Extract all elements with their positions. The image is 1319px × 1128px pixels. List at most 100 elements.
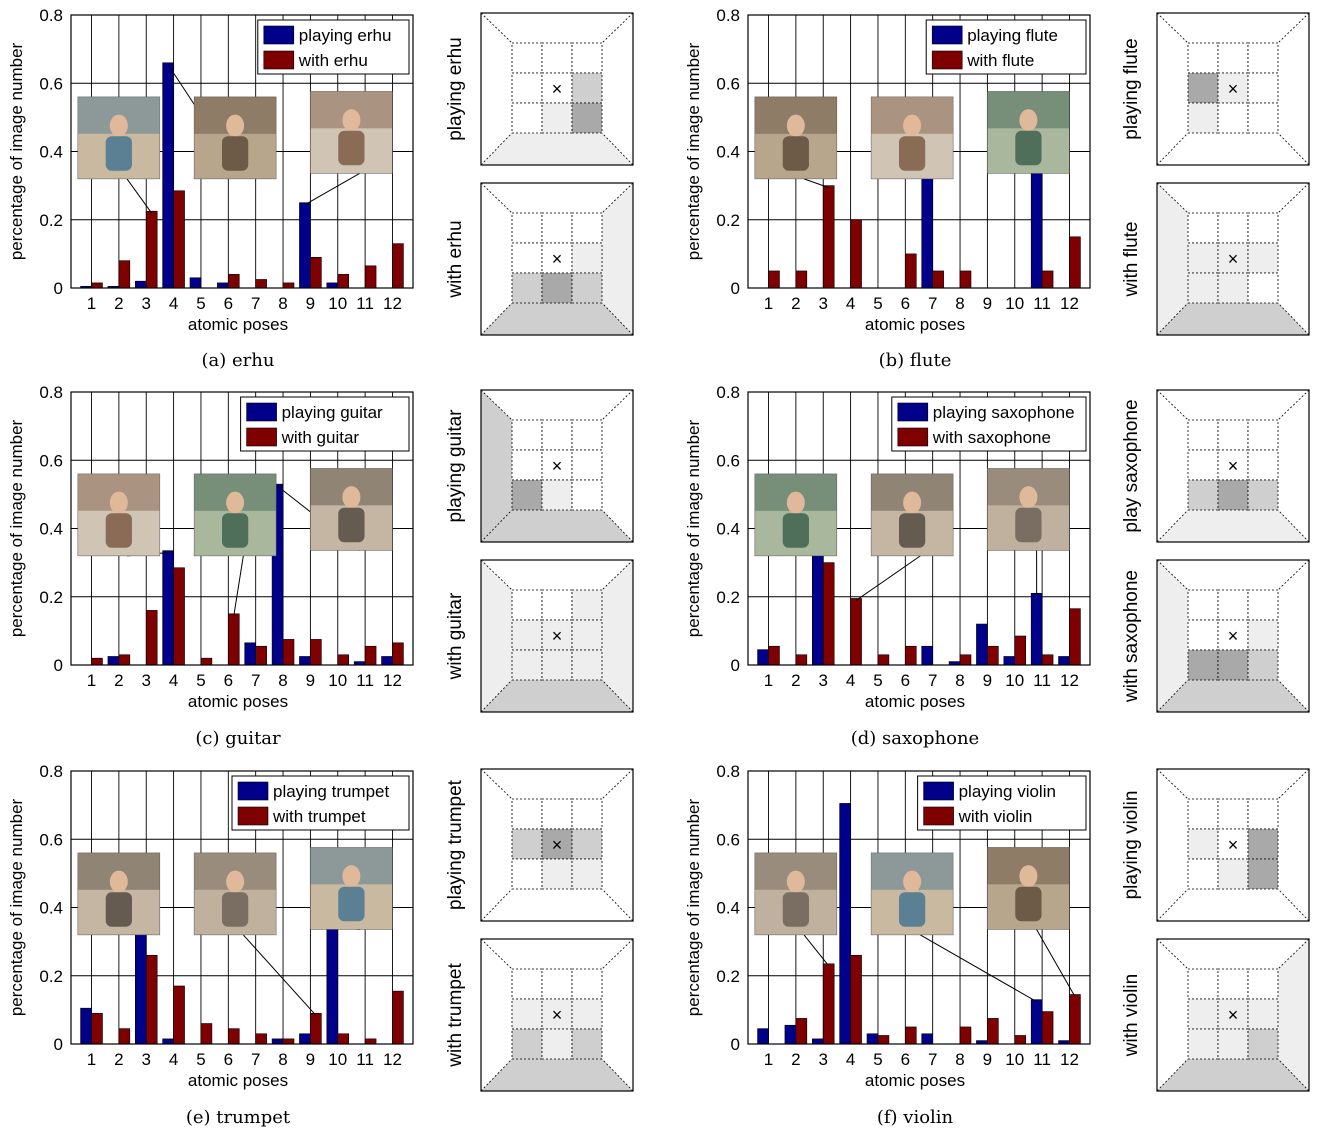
grid-cell — [511, 272, 543, 304]
grid-cell — [1187, 649, 1219, 681]
y-tick-label: 0.2 — [39, 588, 63, 607]
leader-line — [242, 934, 317, 1016]
x-tick-label: 4 — [169, 671, 178, 690]
bar-playing-9 — [976, 623, 988, 666]
legend-label: with saxophone — [932, 428, 1051, 447]
bar-with-7 — [255, 279, 267, 289]
grid-cell — [1247, 419, 1279, 451]
grid-cell — [1217, 1028, 1249, 1060]
center-marker: × — [552, 626, 563, 646]
legend-swatch — [923, 806, 954, 826]
pose-grid-with: × with violin — [1121, 938, 1310, 1092]
bar-with-6 — [905, 253, 917, 289]
axes-box — [70, 770, 414, 1045]
photo-person-head — [109, 114, 128, 137]
grid-cell — [1217, 242, 1249, 274]
photo-thumbnails — [77, 847, 393, 1016]
photo-person-head — [109, 491, 128, 514]
bar-with-6 — [905, 1026, 917, 1045]
grid-cell — [1247, 998, 1279, 1030]
grid-cell — [571, 102, 603, 134]
grid-cell — [511, 649, 543, 681]
bar-with-12 — [1069, 608, 1081, 666]
grid-cell — [541, 72, 573, 104]
grid-cell — [1247, 272, 1279, 304]
grid-cell — [511, 589, 543, 621]
grid-cell — [511, 102, 543, 134]
legend-swatch — [931, 50, 963, 70]
bar-with-11 — [364, 1038, 377, 1045]
y-tick-label: 0.4 — [716, 143, 740, 162]
legend: playing erhu with erhu — [257, 19, 410, 75]
photo-person-head — [786, 491, 805, 514]
bar-with-4 — [173, 985, 185, 1045]
grid-frame — [480, 182, 634, 336]
grid-cell — [1247, 649, 1279, 681]
x-tick-label: 6 — [901, 671, 910, 690]
x-tick-label: 1 — [764, 671, 773, 690]
center-marker: × — [552, 456, 563, 476]
perspective-line — [1277, 389, 1310, 421]
grid-cell — [511, 242, 543, 274]
bar-with-1 — [91, 657, 103, 666]
grid-cell — [571, 449, 603, 481]
grid-cell — [1247, 242, 1279, 274]
grid-cell — [1217, 968, 1249, 1000]
leader-line — [304, 173, 360, 206]
grid-cell — [571, 858, 603, 890]
x-tick-label: 9 — [306, 1050, 315, 1069]
photo-person-head — [1019, 486, 1038, 509]
bar-playing-6 — [217, 282, 229, 289]
photo-person-head — [226, 114, 245, 137]
grid-frame — [1156, 768, 1310, 922]
perspective-line — [1156, 679, 1189, 713]
pose-grid-label: with erhu — [445, 220, 466, 298]
legend-swatch — [246, 427, 277, 447]
perspective-line — [1277, 132, 1310, 166]
bar-with-9 — [310, 256, 322, 289]
center-marker: × — [1228, 249, 1239, 269]
left-wall — [1157, 13, 1188, 165]
bar-playing-10 — [326, 924, 339, 1045]
bar-playing-9 — [299, 1033, 311, 1045]
grid-cell — [511, 212, 543, 244]
x-tick-label: 12 — [1060, 294, 1079, 313]
grid-cell — [511, 828, 543, 860]
grid-cell — [1187, 798, 1219, 830]
bar-playing-2 — [784, 1024, 797, 1045]
x-tick-label: 7 — [928, 1050, 937, 1069]
x-tick-label: 8 — [278, 1050, 287, 1069]
grid-cell — [1187, 102, 1219, 134]
x-tick-label: 6 — [901, 294, 910, 313]
bar-playing-5 — [866, 1033, 879, 1045]
right-wall — [1278, 390, 1309, 542]
grid-cell — [571, 419, 603, 451]
floor — [1157, 680, 1309, 712]
x-tick-label: 6 — [224, 671, 233, 690]
pose-grid-label: with guitar — [445, 592, 466, 680]
bar-with-5 — [877, 654, 890, 666]
grid-cell — [541, 42, 573, 74]
perspective-line — [480, 938, 513, 970]
legend-label: playing guitar — [282, 403, 383, 422]
right-wall — [1278, 769, 1309, 921]
bar-with-8 — [959, 1026, 972, 1045]
legend-swatch — [263, 50, 295, 70]
x-tick-label: 10 — [1005, 294, 1024, 313]
y-tick-label: 0.8 — [716, 6, 740, 25]
bar-with-1 — [91, 1012, 103, 1045]
bar-with-10 — [1014, 1035, 1027, 1045]
grid-cell — [571, 828, 603, 860]
grid-cell — [511, 72, 543, 104]
grid-cell — [1187, 72, 1219, 104]
grid-cell — [571, 72, 603, 104]
bar-playing-1 — [757, 649, 769, 666]
x-tick-label: 7 — [251, 1050, 260, 1069]
panel-caption: (d) saxophone — [851, 728, 979, 749]
photo-person-body — [899, 136, 926, 171]
bar-with-11 — [1041, 1011, 1054, 1045]
x-tick-label: 3 — [819, 1050, 828, 1069]
bar-with-8 — [282, 1038, 295, 1045]
photo-person-body — [222, 892, 249, 927]
grid-cell — [511, 798, 543, 830]
